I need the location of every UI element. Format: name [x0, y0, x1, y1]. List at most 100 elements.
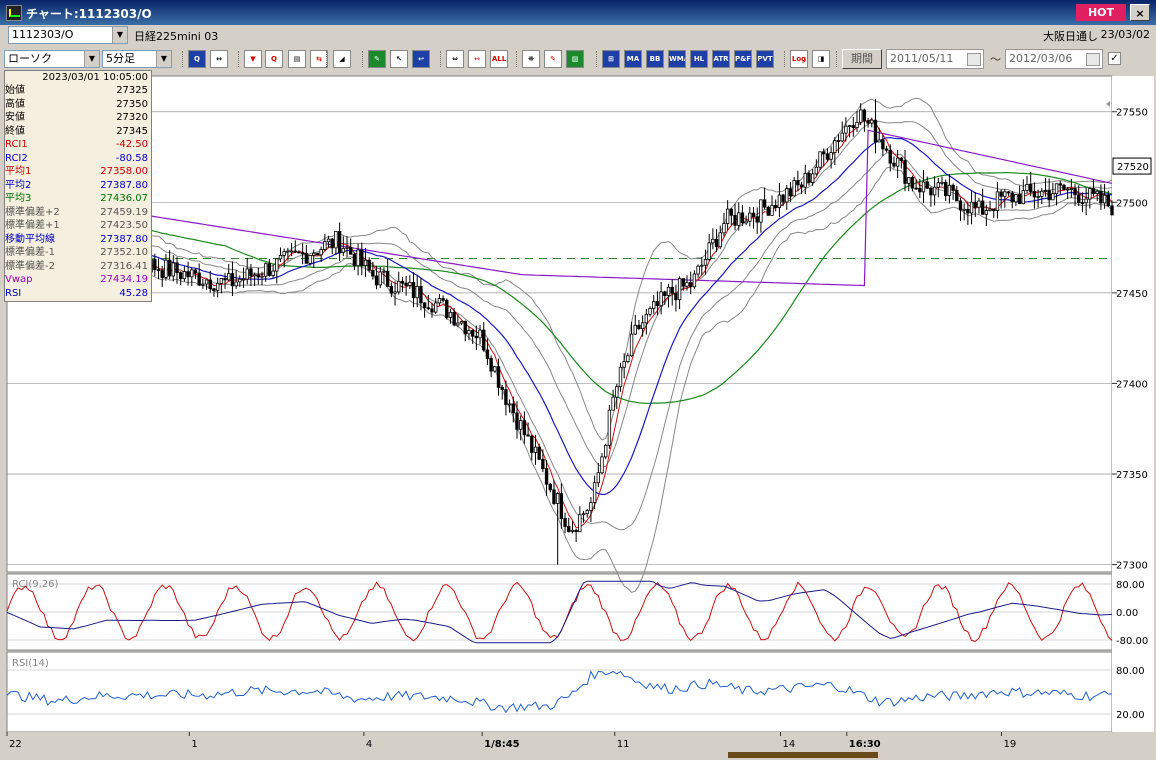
candle-body: [689, 282, 693, 288]
info-value: 45.28: [119, 287, 148, 299]
candle-body: [171, 262, 175, 277]
candle-body: [330, 238, 334, 249]
candle-body: [153, 259, 157, 271]
toolbar-button-3[interactable]: ▼: [244, 50, 262, 68]
chevron-down-icon[interactable]: ▼: [112, 27, 127, 43]
toolbar-button-8[interactable]: ✎: [368, 50, 386, 68]
calendar-icon[interactable]: [967, 53, 981, 66]
candle-body: [326, 238, 331, 243]
candle-body: [851, 125, 855, 128]
info-row: 平均1 27358.00: [5, 165, 151, 179]
candle-body: [563, 518, 567, 527]
toolbar-button-17[interactable]: ⊞: [602, 50, 620, 68]
candle-body: [980, 200, 985, 215]
candle-body: [866, 120, 870, 124]
toolbar-button-22[interactable]: ATR: [712, 50, 730, 68]
toolbar-button-2[interactable]: ↔: [210, 50, 228, 68]
toolbar-button-7[interactable]: ◢: [333, 50, 351, 68]
candle-body: [748, 212, 752, 222]
candle-body: [515, 412, 519, 430]
candle-body: [341, 247, 345, 253]
candle-body: [836, 140, 841, 142]
toolbar-button-18[interactable]: MA: [624, 50, 642, 68]
toolbar-separator: [516, 51, 519, 67]
candle-body: [164, 259, 168, 278]
toolbar-button-11[interactable]: ⇔: [446, 50, 464, 68]
info-value: 27325: [116, 85, 148, 96]
candle-body: [452, 311, 456, 326]
to-date-field[interactable]: 2012/03/06: [1005, 49, 1103, 69]
info-row: 平均3 27436.07: [5, 192, 151, 206]
toolbar-button-24[interactable]: PVT: [756, 50, 774, 68]
symbol-combo[interactable]: 1112303/O ▼: [8, 26, 128, 44]
toolbar-button-14[interactable]: ❋: [522, 50, 540, 68]
candle-body: [921, 181, 926, 193]
candle-body: [245, 268, 249, 280]
candle-body: [374, 275, 379, 286]
rci2-line: [6, 580, 1113, 644]
candle-body: [910, 177, 915, 189]
candle-body: [1010, 192, 1014, 203]
chevron-down-icon[interactable]: ▼: [84, 51, 99, 67]
candle-body: [626, 355, 630, 362]
candle-body: [703, 259, 708, 266]
toolbar-button-13[interactable]: ALL: [490, 50, 508, 68]
chevron-down-icon[interactable]: ▼: [156, 51, 171, 67]
info-value: 27387.80: [100, 233, 148, 245]
candle-body: [1040, 190, 1044, 197]
candle-body: [234, 281, 238, 287]
toolbar-button-21[interactable]: HL: [690, 50, 708, 68]
interval-select[interactable]: 5分足 ▼: [102, 50, 172, 68]
toolbar-button-26[interactable]: ◨: [812, 50, 830, 68]
toolbar-button-16[interactable]: ▨: [566, 50, 584, 68]
candle-body: [666, 286, 671, 296]
info-value: 27350: [116, 98, 148, 110]
close-button[interactable]: ×: [1130, 4, 1150, 21]
info-label: 終値: [5, 125, 25, 137]
toolbar-button-5[interactable]: ▤: [288, 50, 306, 68]
info-label: Vwap: [5, 274, 33, 285]
period-checkbox[interactable]: ✓: [1108, 52, 1121, 65]
chart-canvas[interactable]: 27300 27350 27400 27450 27500 27550 27520 80.00…: [0, 72, 1156, 760]
candle-body: [1088, 188, 1092, 200]
candle-body: [356, 249, 360, 267]
candle-body: [293, 250, 297, 253]
candle-body: [434, 302, 438, 313]
toolbar-button-6[interactable]: ⇆: [310, 50, 328, 68]
toolbar-button-25[interactable]: Log: [790, 50, 808, 68]
toolbar-separator: [440, 51, 443, 67]
candle-body: [256, 274, 260, 278]
chart-type-select[interactable]: ローソク ▼: [4, 50, 100, 68]
info-value: 27387.80: [100, 179, 148, 191]
toolbar-button-9[interactable]: ↖: [390, 50, 408, 68]
price-tick-label: 27500: [1116, 198, 1148, 209]
info-label: RCI1: [5, 139, 28, 150]
candle-body: [958, 200, 963, 211]
calendar-icon[interactable]: [1086, 53, 1100, 66]
hot-button[interactable]: HOT: [1076, 4, 1126, 21]
candle-body: [992, 208, 996, 211]
toolbar-button-19[interactable]: BB: [646, 50, 664, 68]
toolbar-button-4[interactable]: Q: [265, 50, 283, 68]
toolbar-button-12[interactable]: ⇿: [468, 50, 486, 68]
candle-body: [969, 201, 974, 214]
candle-body: [903, 160, 907, 184]
candle-body: [363, 259, 368, 266]
candle-body: [692, 273, 697, 288]
toolbar-button-20[interactable]: WMA: [668, 50, 686, 68]
info-datetime: 2023/03/01 10:05:00: [42, 72, 148, 83]
candle-body: [1054, 183, 1059, 195]
toolbar-button-10[interactable]: ↩: [412, 50, 430, 68]
window-title: チャート:1112303/O: [26, 7, 152, 21]
candle-body: [663, 291, 667, 296]
toolbar-button-15[interactable]: ✎: [544, 50, 562, 68]
info-label: 平均1: [5, 166, 32, 177]
toolbar-button-1[interactable]: Q: [188, 50, 206, 68]
candle-body: [725, 208, 730, 225]
from-date-field[interactable]: 2011/05/11: [886, 49, 984, 69]
period-button[interactable]: 期間: [842, 49, 882, 69]
candle-body: [215, 282, 220, 291]
toolbar-button-23[interactable]: P&F: [734, 50, 752, 68]
candle-body: [430, 308, 434, 313]
candle-body: [932, 186, 937, 196]
